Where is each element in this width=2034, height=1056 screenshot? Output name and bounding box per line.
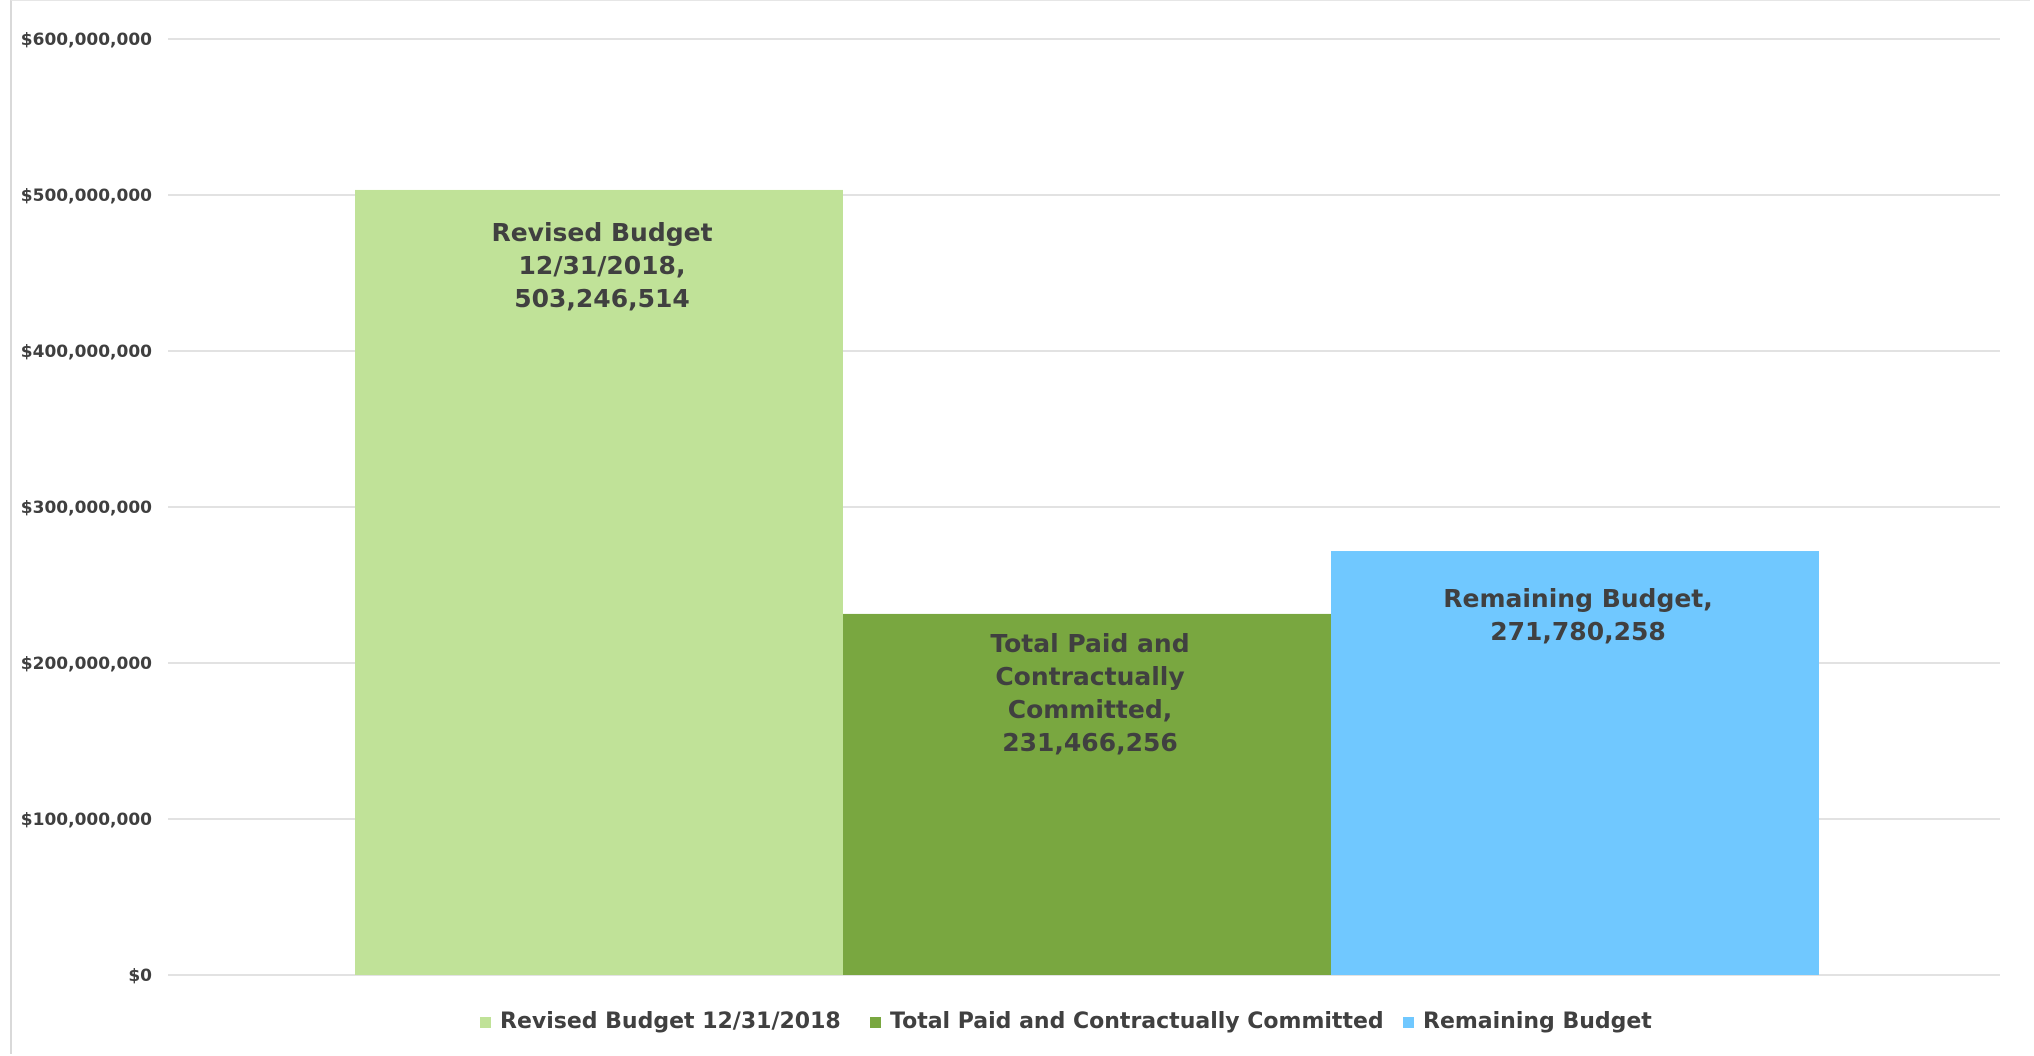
legend-item[interactable]: Remaining Budget	[1403, 1009, 1652, 1034]
data-label: Revised Budget	[491, 218, 712, 247]
data-labels: Revised Budget 12/31/2018, 503,246,514 Tota…	[491, 218, 1712, 757]
legend-item[interactable]: Revised Budget 12/31/2018	[480, 1009, 841, 1034]
data-label: 271,780,258	[1490, 617, 1666, 646]
bar	[355, 189, 843, 976]
bar	[1331, 551, 1819, 975]
legend[interactable]: Revised Budget 12/31/2018 Total Paid and …	[480, 1009, 1652, 1034]
chart-frame	[10, 0, 2030, 1054]
data-label: 231,466,256	[1002, 728, 1178, 757]
legend-item[interactable]: Total Paid and Contractually Committed	[870, 1009, 1384, 1034]
bar	[843, 613, 1331, 975]
data-label: Remaining Budget,	[1443, 584, 1713, 613]
y-tick-label: $100,000,000	[21, 810, 152, 830]
legend-label: Revised Budget 12/31/2018	[500, 1009, 841, 1034]
legend-swatch	[1403, 1017, 1414, 1028]
y-tick-label: $600,000,000	[21, 30, 152, 50]
legend-label: Total Paid and Contractually Committed	[890, 1009, 1384, 1034]
y-tick-label: $500,000,000	[21, 186, 152, 206]
bars	[355, 189, 1819, 976]
y-tick-label: $200,000,000	[21, 654, 152, 674]
data-label: Total Paid and	[990, 629, 1189, 658]
data-label: 503,246,514	[514, 284, 690, 313]
y-tick-label: $0	[128, 966, 152, 986]
legend-swatch	[480, 1017, 491, 1028]
legend-label: Remaining Budget	[1423, 1009, 1652, 1034]
y-tick-label: $400,000,000	[21, 342, 152, 362]
data-label: Committed,	[1008, 695, 1172, 724]
y-tick-label: $300,000,000	[21, 498, 152, 518]
y-axis-tick-labels: $0 $100,000,000 $200,000,000 $300,000,000 $4…	[21, 30, 152, 986]
legend-swatch	[870, 1017, 881, 1028]
data-label: 12/31/2018,	[519, 251, 686, 280]
data-label: Contractually	[995, 662, 1184, 691]
